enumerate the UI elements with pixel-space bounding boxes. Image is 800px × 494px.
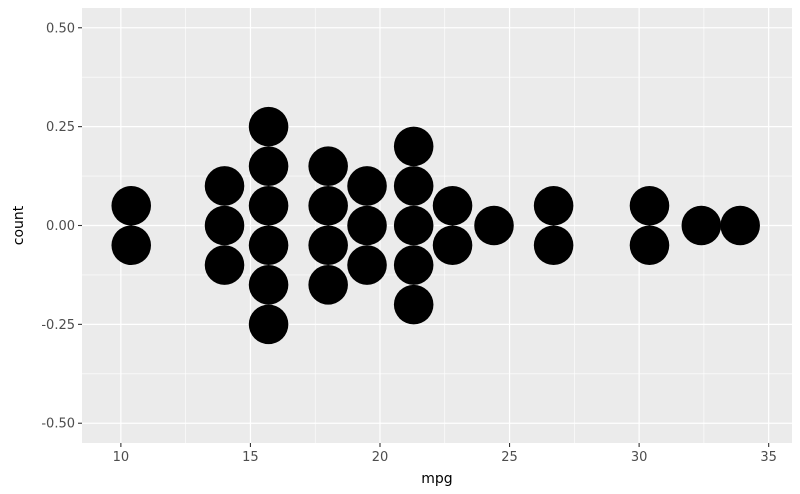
- dot: [474, 205, 514, 246]
- dot: [111, 185, 152, 226]
- x-tick-label: 30: [631, 450, 648, 465]
- dot: [393, 166, 434, 206]
- axes: 10 15 20 25 30 35 -0.50 -0.25 0.00 0.25 0.50: [41, 21, 777, 465]
- dot: [204, 205, 245, 246]
- dot: [432, 225, 473, 266]
- dot: [308, 146, 348, 186]
- y-tick-label: 0.25: [46, 120, 75, 135]
- x-tick-label: 10: [113, 450, 130, 465]
- dot: [204, 245, 245, 285]
- dot: [533, 185, 574, 226]
- x-tick-label: 15: [242, 450, 259, 465]
- dot: [393, 205, 434, 246]
- y-tick-label: -0.25: [41, 318, 75, 333]
- x-axis-title: mpg: [421, 471, 452, 487]
- x-tick-label: 25: [501, 450, 518, 465]
- dot: [111, 225, 152, 266]
- dot: [248, 304, 289, 345]
- x-tick-label: 20: [372, 450, 389, 465]
- dot: [308, 225, 348, 266]
- dot: [308, 265, 348, 305]
- dot: [248, 146, 289, 186]
- x-tick-label: 35: [760, 450, 777, 465]
- dot: [248, 225, 289, 266]
- dot: [629, 225, 670, 266]
- dot: [347, 166, 387, 206]
- dot: [720, 205, 760, 246]
- dot: [393, 245, 434, 285]
- dot: [248, 265, 289, 305]
- dot: [248, 185, 289, 226]
- dot: [308, 185, 348, 226]
- dot: [347, 205, 387, 246]
- dot: [629, 185, 670, 226]
- dot: [681, 205, 722, 246]
- y-axis-title: count: [11, 205, 27, 245]
- grid-lines: [82, 8, 792, 443]
- y-tick-label: 0.50: [46, 21, 75, 36]
- dot: [248, 106, 289, 147]
- dot: [347, 245, 387, 285]
- dot: [204, 166, 245, 206]
- dot: [393, 126, 434, 167]
- dot: [393, 284, 434, 325]
- y-tick-label: 0.00: [46, 219, 75, 234]
- dot: [533, 225, 574, 266]
- dots: [111, 106, 760, 345]
- y-tick-label: -0.50: [41, 417, 75, 432]
- dot: [432, 185, 473, 226]
